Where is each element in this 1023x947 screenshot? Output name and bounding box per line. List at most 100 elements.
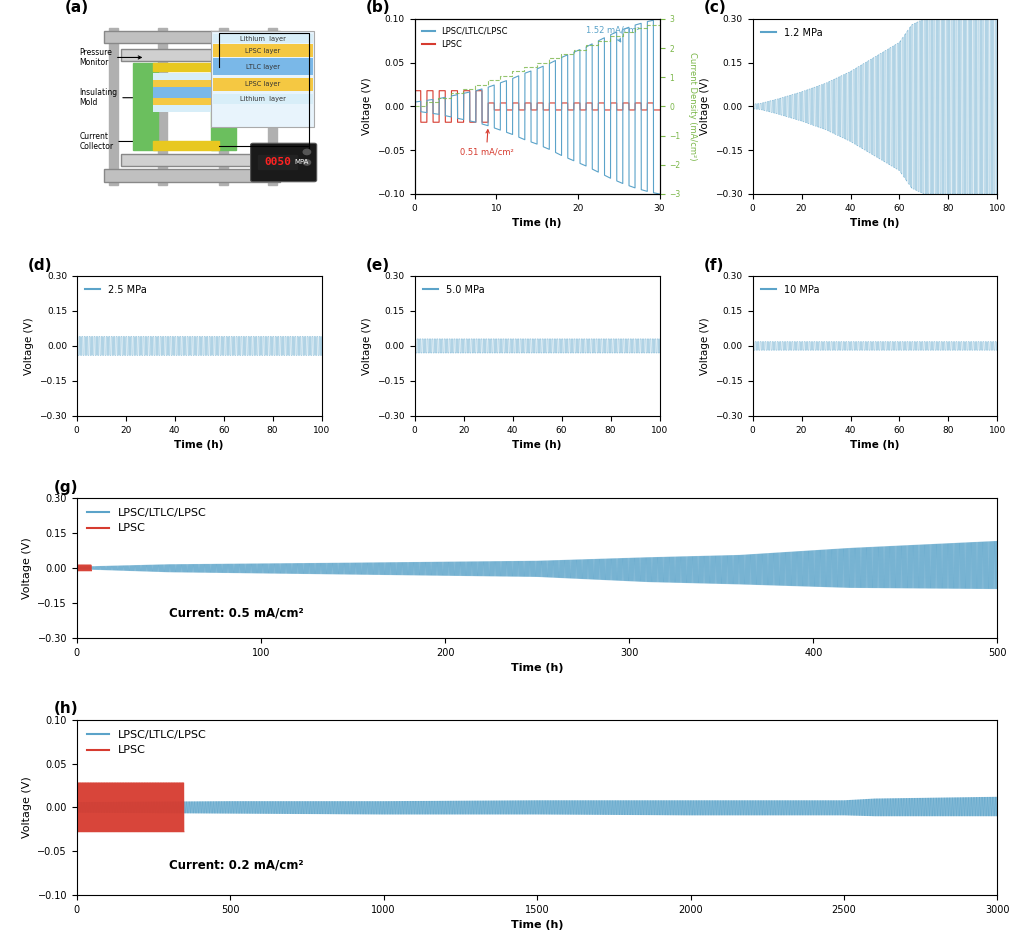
LPSC <box>77 777 89 789</box>
LPSC/LTLC/LPSC <box>654 188 666 200</box>
Text: LPSC layer: LPSC layer <box>246 81 280 87</box>
Text: (b): (b) <box>365 0 391 15</box>
Text: Current: 0.2 mA/cm²: Current: 0.2 mA/cm² <box>169 859 303 871</box>
Text: 0050: 0050 <box>264 157 291 167</box>
LPSC/LTLC/LPSC <box>466 116 479 127</box>
Line: LPSC: LPSC <box>77 565 91 571</box>
LPSC <box>408 85 420 97</box>
Bar <box>152 105 219 112</box>
Line: LPSC/LTLC/LPSC: LPSC/LTLC/LPSC <box>77 541 997 589</box>
LPSC <box>82 560 94 571</box>
LPSC/LTLC/LPSC <box>179 795 191 807</box>
Legend: LPSC/LTLC/LPSC, LPSC: LPSC/LTLC/LPSC, LPSC <box>82 504 211 538</box>
LPSC <box>178 826 190 837</box>
Text: 0.51 mA/cm²: 0.51 mA/cm² <box>459 130 514 156</box>
LPSC/LTLC/LPSC <box>71 563 83 575</box>
FancyBboxPatch shape <box>251 143 317 182</box>
LPSC <box>72 560 84 571</box>
LPSC <box>71 565 83 577</box>
Bar <box>103 170 280 182</box>
LPSC <box>143 777 155 789</box>
LPSC <box>71 777 83 789</box>
Bar <box>103 31 280 44</box>
Y-axis label: Voltage (V): Voltage (V) <box>21 537 32 599</box>
Text: (h): (h) <box>53 702 79 716</box>
LPSC <box>71 563 83 574</box>
Bar <box>152 98 219 105</box>
Text: MPA: MPA <box>295 159 309 165</box>
LPSC/LTLC/LPSC <box>468 116 480 128</box>
Legend: LPSC/LTLC/LPSC, LPSC: LPSC/LTLC/LPSC, LPSC <box>418 23 512 52</box>
Bar <box>213 94 313 104</box>
Text: (g): (g) <box>53 480 78 495</box>
LPSC/LTLC/LPSC <box>657 577 669 588</box>
Y-axis label: Voltage (V): Voltage (V) <box>362 78 371 135</box>
LPSC <box>71 560 83 571</box>
Text: LPSC layer: LPSC layer <box>246 48 280 54</box>
Bar <box>213 78 313 91</box>
LPSC <box>79 560 91 571</box>
Legend: 2.5 MPa: 2.5 MPa <box>82 280 150 298</box>
LPSC <box>85 565 97 577</box>
X-axis label: Time (h): Time (h) <box>850 440 899 450</box>
X-axis label: Time (h): Time (h) <box>175 440 224 450</box>
LPSC/LTLC/LPSC <box>751 810 763 821</box>
Circle shape <box>303 160 311 165</box>
Bar <box>219 27 228 186</box>
Bar <box>133 63 158 151</box>
Text: (e): (e) <box>365 259 390 273</box>
LPSC/LTLC/LPSC <box>991 791 1004 802</box>
Text: Lithium  layer: Lithium layer <box>239 96 285 102</box>
Bar <box>152 63 219 71</box>
Text: 1.52 mA/cm²: 1.52 mA/cm² <box>586 25 639 42</box>
LPSC <box>71 826 83 837</box>
Line: LPSC: LPSC <box>414 91 660 122</box>
LPSC <box>466 116 479 128</box>
LPSC/LTLC/LPSC <box>465 116 478 127</box>
LPSC/LTLC/LPSC <box>484 809 496 820</box>
LPSC/LTLC/LPSC <box>125 807 137 818</box>
Text: (a): (a) <box>64 0 89 15</box>
LPSC/LTLC/LPSC <box>267 795 279 807</box>
Text: Insulating
Mold: Insulating Mold <box>79 88 141 107</box>
LPSC/LTLC/LPSC <box>183 559 195 570</box>
Bar <box>152 141 219 151</box>
Text: Lithium  layer: Lithium layer <box>239 36 285 42</box>
LPSC <box>465 116 478 128</box>
Text: Pressure
Monitor: Pressure Monitor <box>79 47 141 67</box>
X-axis label: Time (h): Time (h) <box>510 920 564 930</box>
Y-axis label: Voltage (V): Voltage (V) <box>700 317 710 375</box>
LPSC <box>80 560 92 571</box>
Bar <box>213 45 313 58</box>
Bar <box>152 73 219 80</box>
Bar <box>158 27 167 186</box>
LPSC <box>501 104 514 116</box>
Bar <box>212 63 236 151</box>
LPSC/LTLC/LPSC <box>519 134 531 145</box>
LPSC/LTLC/LPSC <box>71 807 83 818</box>
LPSC <box>99 826 112 837</box>
Legend: 10 MPa: 10 MPa <box>757 280 824 298</box>
Line: LPSC: LPSC <box>77 783 184 831</box>
LPSC <box>654 104 666 116</box>
LPSC <box>114 826 126 837</box>
LPSC/LTLC/LPSC <box>991 535 1004 546</box>
LPSC <box>414 116 427 128</box>
LPSC <box>80 565 92 577</box>
Y-axis label: Voltage (V): Voltage (V) <box>700 78 710 135</box>
LPSC/LTLC/LPSC <box>648 14 660 26</box>
Bar <box>258 155 297 170</box>
LPSC/LTLC/LPSC <box>408 100 420 112</box>
LPSC <box>123 826 135 837</box>
X-axis label: Time (h): Time (h) <box>850 218 899 228</box>
Y-axis label: Voltage (V): Voltage (V) <box>362 317 371 375</box>
Text: Current
Collector: Current Collector <box>79 132 141 152</box>
Bar <box>109 27 118 186</box>
Bar <box>268 27 277 186</box>
LPSC/LTLC/LPSC <box>991 811 1004 822</box>
Text: (c): (c) <box>704 0 726 15</box>
Text: LTLC layer: LTLC layer <box>246 63 280 70</box>
Legend: 5.0 MPa: 5.0 MPa <box>419 280 488 298</box>
LPSC <box>468 116 480 128</box>
Bar <box>121 153 265 166</box>
